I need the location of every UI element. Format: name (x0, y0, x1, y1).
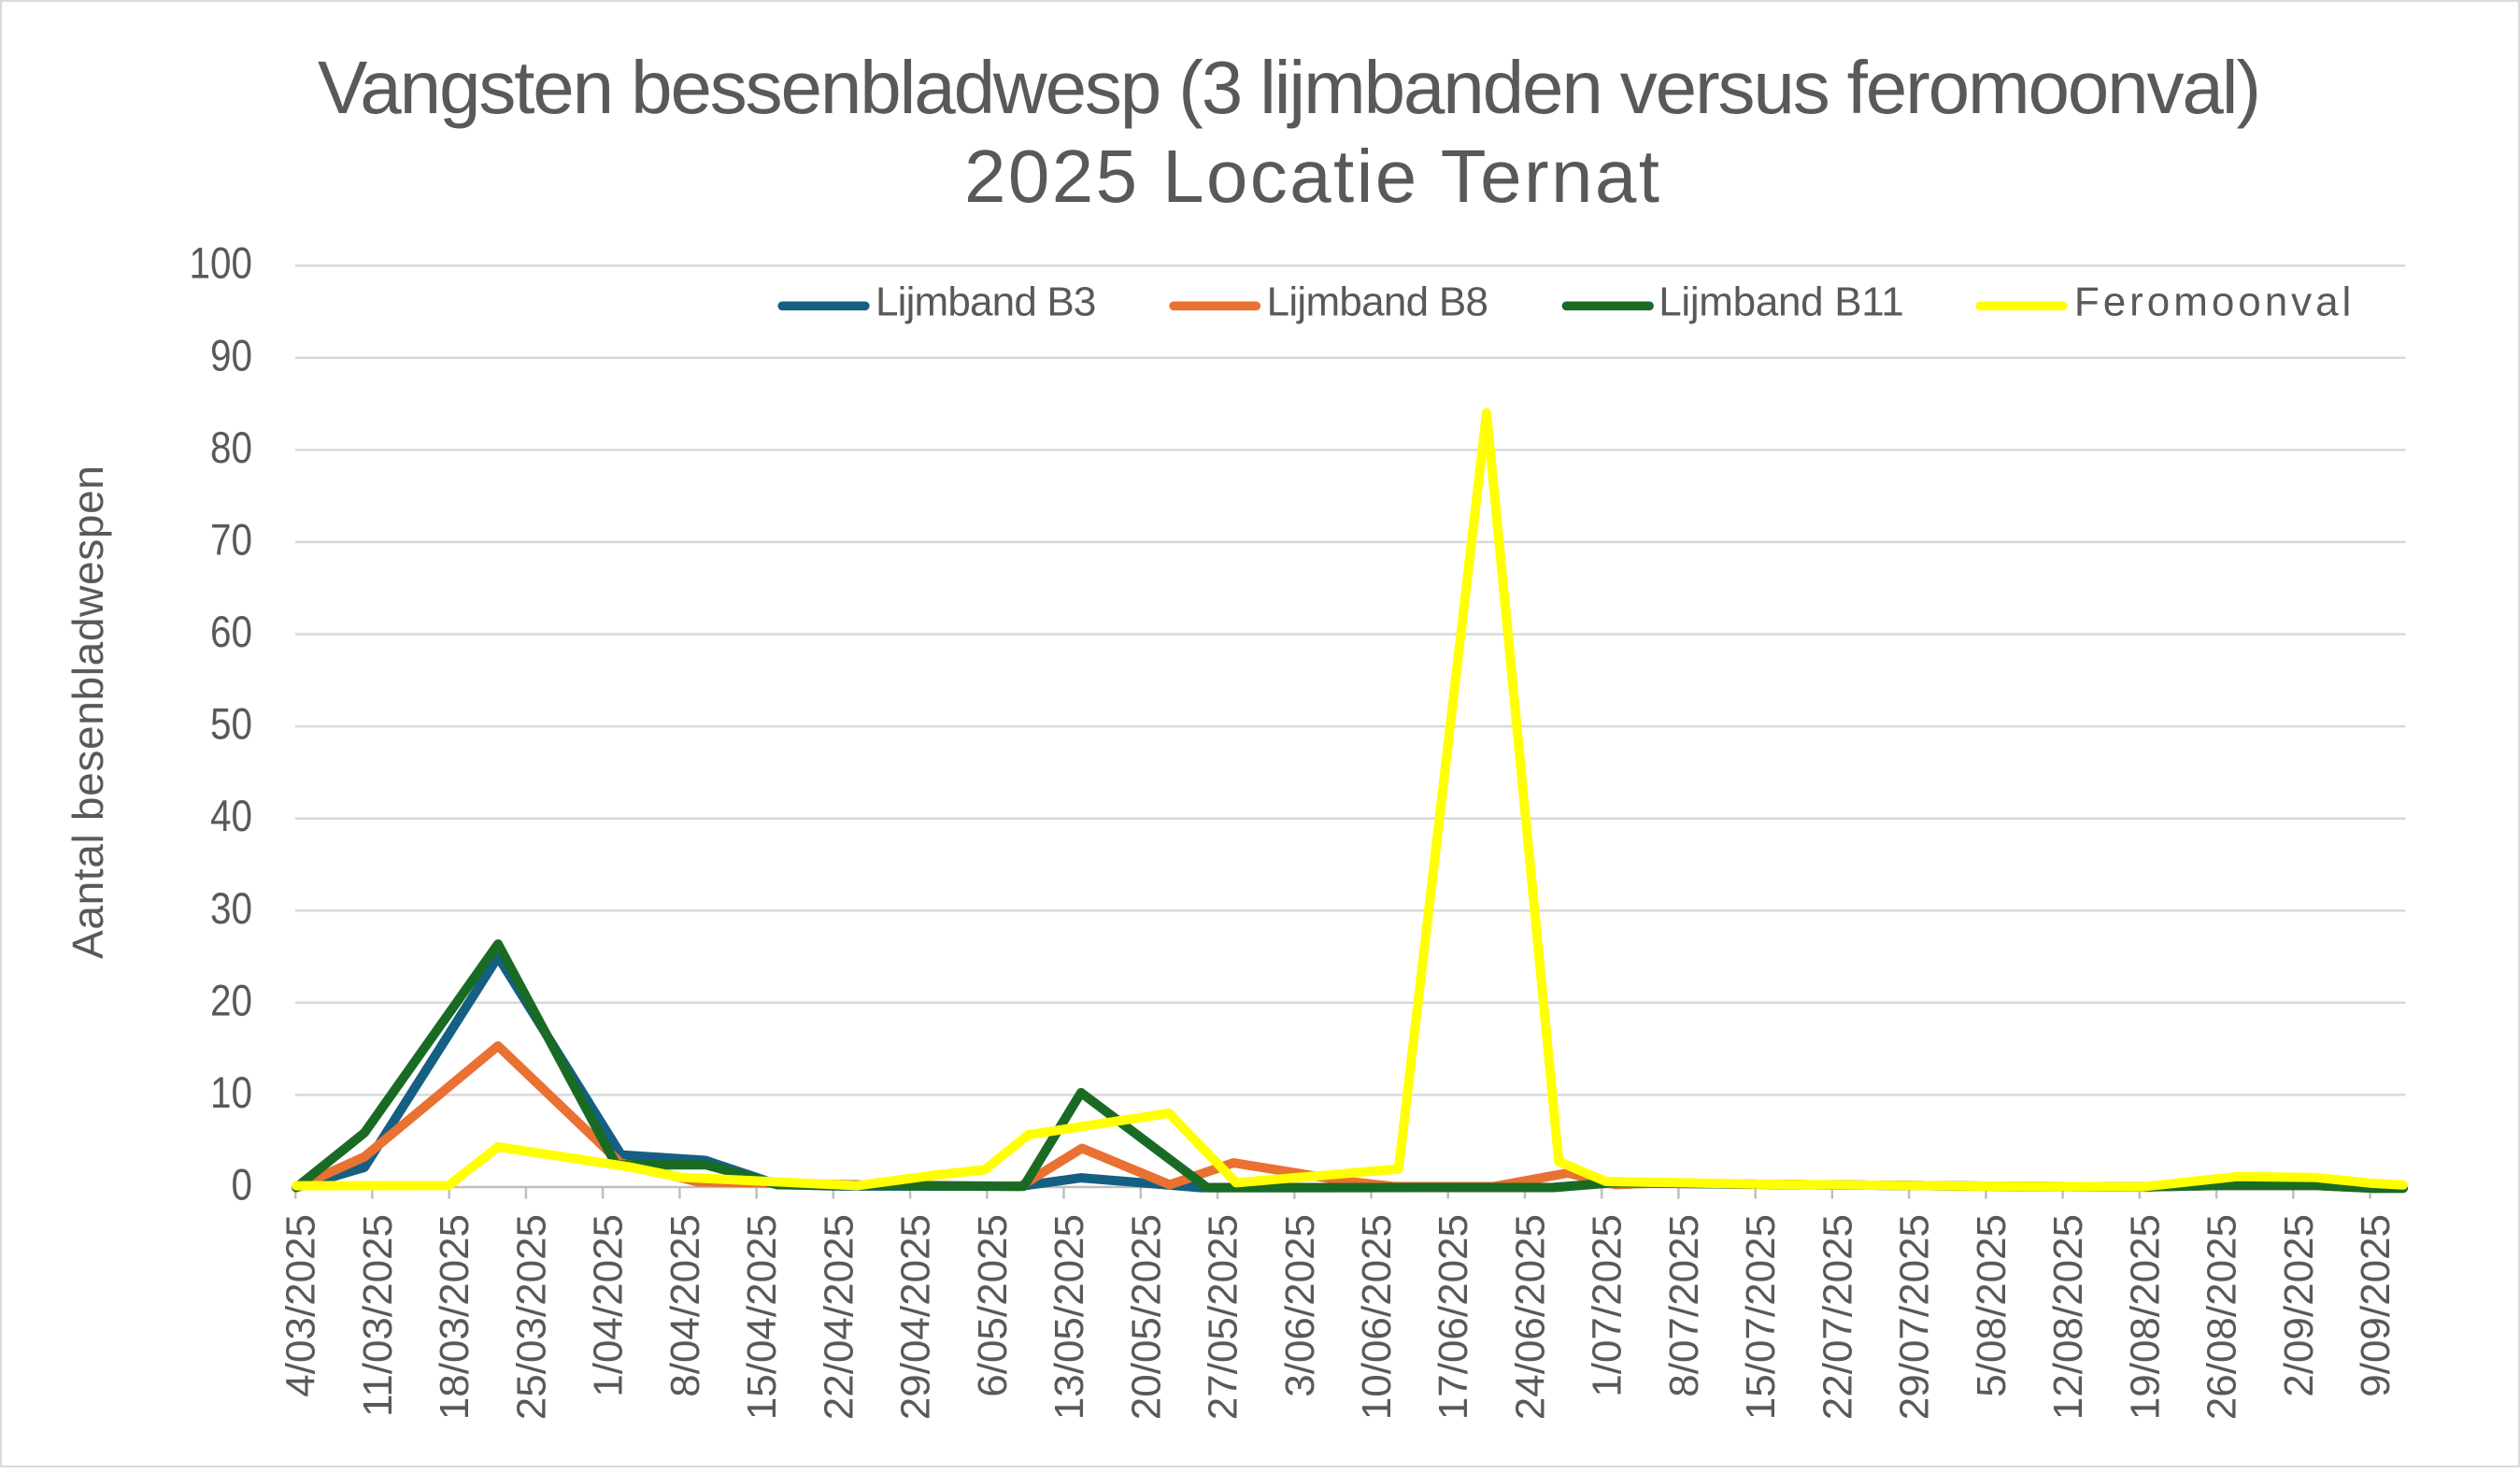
svg-text:13/05/2025: 13/05/2025 (1046, 1214, 1092, 1420)
svg-text:11/03/2025: 11/03/2025 (355, 1214, 401, 1417)
svg-text:6/05/2025: 6/05/2025 (970, 1214, 1016, 1397)
svg-text:17/06/2025: 17/06/2025 (1431, 1214, 1476, 1420)
svg-text:Vangsten bessenbladwesp (3 lij: Vangsten bessenbladwesp (3 lijmbanden ve… (318, 46, 2261, 129)
svg-text:26/08/2025: 26/08/2025 (2200, 1214, 2245, 1420)
svg-text:80: 80 (210, 422, 252, 472)
svg-text:25/03/2025: 25/03/2025 (508, 1214, 554, 1420)
svg-text:15/07/2025: 15/07/2025 (1738, 1214, 1784, 1420)
svg-text:15/04/2025: 15/04/2025 (739, 1214, 785, 1420)
svg-text:30: 30 (210, 883, 252, 933)
svg-text:2/09/2025: 2/09/2025 (2276, 1214, 2322, 1397)
svg-text:18/03/2025: 18/03/2025 (432, 1214, 477, 1420)
svg-text:Aantal besenbladwespen: Aantal besenbladwespen (64, 465, 112, 959)
svg-text:Lijmband B3: Lijmband B3 (876, 279, 1096, 324)
svg-text:50: 50 (210, 699, 252, 749)
svg-text:4/03/2025: 4/03/2025 (278, 1214, 324, 1397)
svg-text:8/07/2025: 8/07/2025 (1661, 1214, 1707, 1397)
svg-text:12/08/2025: 12/08/2025 (2045, 1214, 2091, 1420)
svg-text:10: 10 (210, 1067, 252, 1117)
svg-text:40: 40 (210, 791, 252, 840)
svg-text:29/04/2025: 29/04/2025 (893, 1214, 939, 1420)
svg-text:27/05/2025: 27/05/2025 (1201, 1214, 1246, 1420)
svg-text:3/06/2025: 3/06/2025 (1277, 1214, 1323, 1397)
svg-text:90: 90 (210, 330, 252, 379)
svg-text:70: 70 (210, 514, 252, 564)
svg-text:Lijmband B11: Lijmband B11 (1659, 279, 1904, 324)
svg-text:5/08/2025: 5/08/2025 (1969, 1214, 2015, 1397)
svg-text:19/08/2025: 19/08/2025 (2122, 1214, 2168, 1420)
svg-text:22/04/2025: 22/04/2025 (816, 1214, 861, 1420)
svg-text:60: 60 (210, 607, 252, 656)
svg-text:8/04/2025: 8/04/2025 (662, 1214, 708, 1397)
svg-text:Lijmband B8: Lijmband B8 (1267, 279, 1488, 324)
svg-text:1/04/2025: 1/04/2025 (586, 1214, 632, 1397)
svg-text:0: 0 (232, 1160, 253, 1209)
svg-text:100: 100 (190, 238, 253, 288)
svg-text:20: 20 (210, 975, 252, 1024)
svg-text:1/07/2025: 1/07/2025 (1585, 1214, 1630, 1397)
svg-text:Feromoonval: Feromoonval (2074, 279, 2351, 324)
svg-text:10/06/2025: 10/06/2025 (1354, 1214, 1400, 1420)
svg-text:9/09/2025: 9/09/2025 (2353, 1214, 2399, 1397)
svg-text:2025 Locatie Ternat: 2025 Locatie Ternat (964, 135, 1659, 218)
svg-text:20/05/2025: 20/05/2025 (1123, 1214, 1169, 1420)
svg-text:29/07/2025: 29/07/2025 (1892, 1214, 1938, 1420)
svg-text:24/06/2025: 24/06/2025 (1508, 1214, 1554, 1420)
svg-text:22/07/2025: 22/07/2025 (1815, 1214, 1860, 1420)
